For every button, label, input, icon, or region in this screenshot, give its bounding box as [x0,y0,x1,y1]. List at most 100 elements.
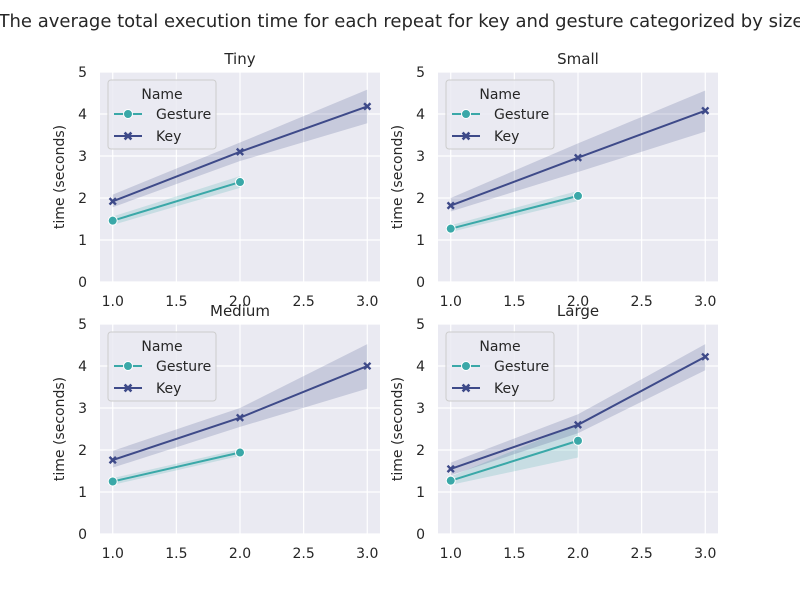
legend-box [107,79,217,150]
legend-title: Name [479,339,520,355]
series-key [446,344,710,476]
y-axis-label: time (seconds) [52,377,68,481]
y-axis-label: time (seconds) [52,125,68,229]
data-point [108,456,117,465]
subplot-tiny: 0 1 2 3 4 5 1.0 1.5 2.0 2.5 3.0 Tiny time (seconds) N… [52,50,380,310]
y-tick-label: 1 [78,485,87,501]
x-tick-label: 2.0 [229,546,251,562]
x-tick-label: 1.0 [102,294,124,310]
y-tick-label: 3 [78,149,87,165]
y-tick-label: 0 [78,527,87,543]
legend-marker [123,109,133,119]
confidence-band [112,344,368,468]
series-gesture [107,176,245,226]
legend-marker [461,361,471,371]
x-tick-label: 1.5 [503,546,525,562]
series-line [112,451,241,483]
series-key [446,90,710,212]
x-tick-label: 1.5 [165,294,187,310]
legend-marker [461,383,471,393]
data-point [108,197,117,206]
subplot-title: Large [557,302,599,320]
data-point [235,177,245,188]
legend-entry-label: Gesture [494,359,549,375]
y-tick-label: 3 [416,149,425,165]
y-tick-label: 2 [78,443,87,459]
y-tick-label: 4 [78,107,87,123]
figure-title: The average total execution time for eac… [0,11,800,32]
data-point [235,413,245,422]
data-point [573,153,583,162]
y-tick-label: 4 [78,359,87,375]
subplot-large: 0 1 2 3 4 5 1.0 1.5 2.0 2.5 3.0 Large time (seconds)… [390,302,718,562]
y-tick-label: 2 [78,191,87,207]
x-tick-label: 2.0 [567,294,589,310]
x-tick-label: 3.0 [356,546,378,562]
y-tick-label: 5 [78,65,87,81]
data-point [573,420,583,429]
data-point [701,352,710,361]
series-gesture [445,190,583,234]
data-point [701,106,710,115]
legend-box [107,331,217,402]
series-gesture [107,447,245,487]
confidence-band [450,423,578,485]
legend: Name Gesture Key [107,331,217,402]
x-tick-label: 3.0 [694,546,716,562]
y-tick-label: 1 [416,485,425,501]
subplot-title: Medium [210,302,270,320]
x-tick-label: 2.5 [631,294,653,310]
legend-title: Name [141,87,182,103]
data-point [107,476,118,487]
legend-title: Name [141,339,182,355]
data-point [446,201,455,210]
legend-entry-label: Key [156,381,181,397]
y-tick-label: 0 [416,275,425,291]
y-tick-label: 0 [78,275,87,291]
y-tick-label: 4 [416,359,425,375]
x-tick-label: 3.0 [694,294,716,310]
y-tick-label: 4 [416,107,425,123]
data-point [363,102,372,111]
confidence-band [112,89,368,208]
series-line [450,439,579,482]
x-tick-label: 2.0 [567,546,589,562]
y-tick-label: 5 [78,317,87,333]
legend-box [445,79,555,150]
legend: Name Gesture Key [107,79,217,150]
data-point [573,190,583,201]
series-key [108,89,372,208]
legend-entry-label: Gesture [156,359,211,375]
series-line [450,194,579,230]
y-tick-label: 1 [416,233,425,249]
legend-marker [461,109,471,119]
subplot-medium: 0 1 2 3 4 5 1.0 1.5 2.0 2.5 3.0 Medium time (seconds… [52,302,380,562]
legend: Name Gesture Key [445,331,555,402]
series-gesture [445,423,583,486]
legend-entry-label: Gesture [156,107,211,123]
x-tick-label: 1.5 [165,546,187,562]
subplot-small: 0 1 2 3 4 5 1.0 1.5 2.0 2.5 3.0 Small time (seconds)… [390,50,718,310]
x-tick-label: 2.0 [229,294,251,310]
legend-entry-label: Key [494,381,519,397]
x-tick-label: 1.0 [440,546,462,562]
y-tick-label: 2 [416,443,425,459]
legend-marker [123,383,133,393]
data-point [445,223,456,234]
legend: Name Gesture Key [445,79,555,150]
legend-marker [123,131,133,141]
data-point [573,435,583,446]
data-point [363,361,372,371]
legend-title: Name [479,87,520,103]
legend-box [445,331,555,402]
data-point [235,147,245,156]
y-tick-label: 1 [78,233,87,249]
subplot-title: Small [557,50,599,68]
x-tick-label: 1.0 [440,294,462,310]
y-axis-label: time (seconds) [390,377,406,481]
legend-entry-label: Key [156,129,181,145]
series-line [112,181,241,222]
data-point [445,475,456,486]
y-axis-label: time (seconds) [390,125,406,229]
